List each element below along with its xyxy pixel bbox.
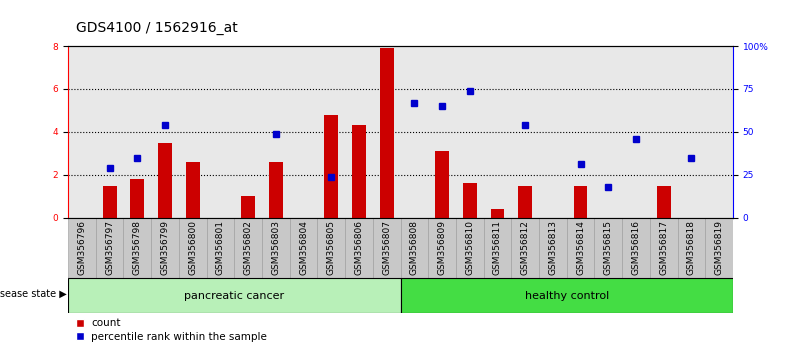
Bar xyxy=(429,218,456,278)
Bar xyxy=(511,218,539,278)
Bar xyxy=(131,179,144,218)
Text: GSM356817: GSM356817 xyxy=(659,220,668,275)
Text: GSM356808: GSM356808 xyxy=(410,220,419,275)
Text: GSM356802: GSM356802 xyxy=(244,220,252,275)
Bar xyxy=(400,218,429,278)
Bar xyxy=(151,218,179,278)
Bar xyxy=(241,196,255,218)
Text: GSM356819: GSM356819 xyxy=(714,220,723,275)
Bar xyxy=(622,218,650,278)
Bar xyxy=(539,218,567,278)
Text: GSM356799: GSM356799 xyxy=(160,220,170,275)
Text: GSM356813: GSM356813 xyxy=(549,220,557,275)
Bar xyxy=(705,218,733,278)
Bar xyxy=(435,151,449,218)
Bar xyxy=(186,162,199,218)
Bar xyxy=(345,218,372,278)
Bar xyxy=(68,218,96,278)
Legend: count, percentile rank within the sample: count, percentile rank within the sample xyxy=(74,319,267,342)
Bar xyxy=(400,278,733,313)
Bar xyxy=(380,48,393,218)
Bar xyxy=(123,218,151,278)
Bar xyxy=(650,218,678,278)
Text: GSM356803: GSM356803 xyxy=(272,220,280,275)
Text: GSM356816: GSM356816 xyxy=(631,220,641,275)
Bar xyxy=(96,218,123,278)
Bar xyxy=(103,185,117,218)
Bar xyxy=(352,125,366,218)
Bar xyxy=(574,185,587,218)
Text: GSM356811: GSM356811 xyxy=(493,220,502,275)
Bar xyxy=(678,218,705,278)
Text: GSM356806: GSM356806 xyxy=(355,220,364,275)
Text: GSM356812: GSM356812 xyxy=(521,220,529,275)
Bar xyxy=(484,218,511,278)
Text: GSM356818: GSM356818 xyxy=(687,220,696,275)
Bar xyxy=(518,185,532,218)
Bar xyxy=(158,143,172,218)
Text: GSM356809: GSM356809 xyxy=(437,220,446,275)
Bar xyxy=(657,185,670,218)
Bar xyxy=(567,218,594,278)
Bar xyxy=(68,278,400,313)
Bar xyxy=(235,218,262,278)
Text: disease state ▶: disease state ▶ xyxy=(0,289,66,299)
Text: GSM356815: GSM356815 xyxy=(604,220,613,275)
Bar xyxy=(269,162,283,218)
Bar xyxy=(372,218,400,278)
Bar xyxy=(490,209,505,218)
Text: GSM356814: GSM356814 xyxy=(576,220,585,275)
Text: GSM356810: GSM356810 xyxy=(465,220,474,275)
Bar xyxy=(594,218,622,278)
Bar xyxy=(456,218,484,278)
Text: healthy control: healthy control xyxy=(525,291,609,301)
Bar xyxy=(207,218,235,278)
Text: GSM356797: GSM356797 xyxy=(105,220,114,275)
Text: pancreatic cancer: pancreatic cancer xyxy=(184,291,284,301)
Bar xyxy=(324,115,338,218)
Bar xyxy=(179,218,207,278)
Bar xyxy=(290,218,317,278)
Text: GSM356801: GSM356801 xyxy=(216,220,225,275)
Bar xyxy=(463,183,477,218)
Text: GSM356805: GSM356805 xyxy=(327,220,336,275)
Text: GDS4100 / 1562916_at: GDS4100 / 1562916_at xyxy=(76,21,238,35)
Text: GSM356798: GSM356798 xyxy=(133,220,142,275)
Text: GSM356804: GSM356804 xyxy=(299,220,308,275)
Bar xyxy=(317,218,345,278)
Text: GSM356800: GSM356800 xyxy=(188,220,197,275)
Text: GSM356807: GSM356807 xyxy=(382,220,391,275)
Bar xyxy=(262,218,290,278)
Text: GSM356796: GSM356796 xyxy=(78,220,87,275)
